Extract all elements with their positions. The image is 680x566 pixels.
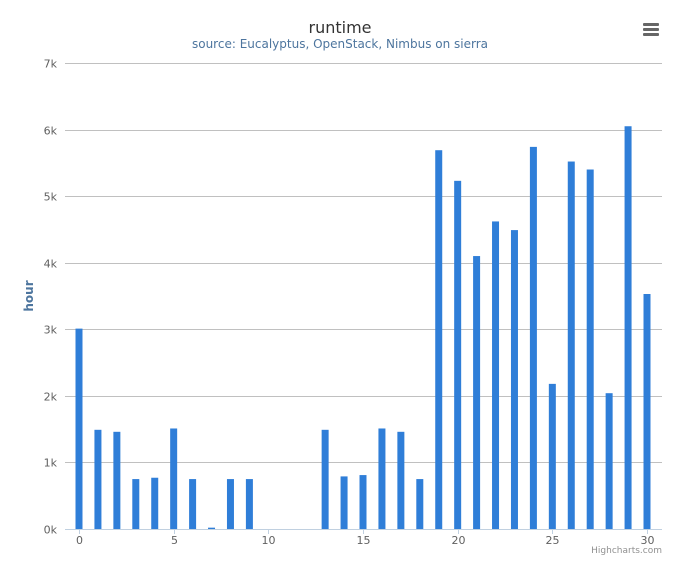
y-tick-label: 0k [44, 524, 58, 537]
bars [75, 126, 651, 530]
bar[interactable] [473, 256, 481, 529]
bar[interactable] [113, 431, 121, 529]
bar[interactable] [586, 169, 594, 529]
bar[interactable] [435, 150, 443, 530]
bar[interactable] [567, 161, 575, 530]
menu-icon[interactable] [638, 18, 664, 42]
bar[interactable] [208, 527, 216, 529]
y-tick-label: 7k [44, 58, 58, 71]
x-tick-label: 25 [546, 534, 560, 547]
bar[interactable] [548, 383, 556, 529]
bar[interactable] [624, 126, 632, 529]
x-tick-label: 30 [641, 534, 655, 547]
x-tick-label: 15 [357, 534, 371, 547]
y-tick-label: 1k [44, 457, 58, 470]
x-axis-ticks: 0 5 10 15 20 25 30 [76, 529, 655, 547]
bar[interactable] [189, 479, 197, 529]
gridlines [65, 63, 662, 463]
y-tick-label: 4k [44, 258, 58, 271]
y-tick-label: 3k [44, 324, 58, 337]
bar[interactable] [454, 180, 462, 529]
x-tick-label: 0 [76, 534, 83, 547]
credits[interactable]: Highcharts.com [591, 546, 662, 556]
bar[interactable] [492, 221, 500, 529]
bar[interactable] [510, 230, 518, 529]
chart-title: runtime [308, 18, 371, 37]
bar[interactable] [605, 393, 613, 529]
bar[interactable] [397, 431, 405, 529]
bar[interactable] [378, 428, 386, 529]
y-tick-label: 5k [44, 191, 58, 204]
bar[interactable] [359, 475, 367, 529]
y-tick-label: 6k [44, 125, 58, 138]
y-axis-label: hour [22, 280, 36, 311]
y-tick-label: 2k [44, 391, 58, 404]
x-tick-label: 20 [452, 534, 466, 547]
bar[interactable] [132, 479, 140, 529]
bar[interactable] [416, 479, 424, 529]
bar[interactable] [94, 429, 102, 529]
bar[interactable] [340, 476, 348, 529]
bar[interactable] [151, 477, 159, 529]
bar[interactable] [226, 479, 234, 529]
bar[interactable] [321, 429, 329, 529]
bar[interactable] [245, 479, 253, 529]
bar[interactable] [529, 146, 537, 529]
chart-subtitle: source: Eucalyptus, OpenStack, Nimbus on… [192, 37, 488, 51]
y-axis-ticks: 0k 1k 2k 3k 4k 5k 6k 7k [44, 58, 58, 537]
bar[interactable] [643, 294, 651, 529]
x-tick-label: 10 [262, 534, 276, 547]
bar[interactable] [75, 328, 83, 529]
bar[interactable] [170, 428, 178, 529]
x-tick-label: 5 [171, 534, 178, 547]
